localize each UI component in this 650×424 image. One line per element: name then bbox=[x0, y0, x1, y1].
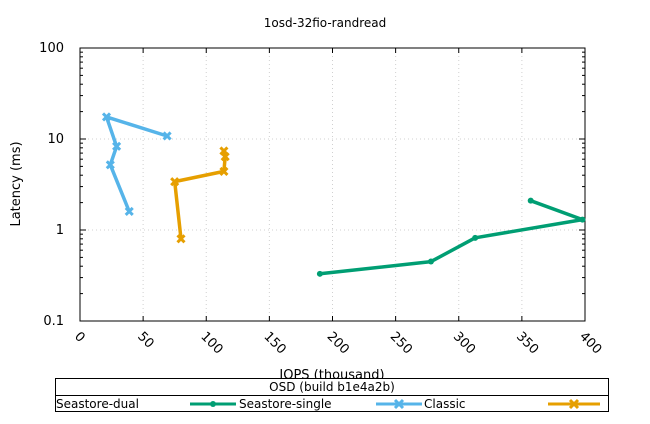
legend-swatch-seastore-single bbox=[190, 401, 236, 407]
data-point bbox=[112, 141, 122, 151]
x-tick-label: 50 bbox=[134, 329, 156, 351]
x-tick-label: 300 bbox=[450, 329, 478, 357]
x-tick-label: 150 bbox=[261, 329, 289, 357]
data-point bbox=[579, 216, 586, 223]
legend-label-seastore-dual: Seastore-dual bbox=[56, 397, 139, 411]
x-tick-label: 350 bbox=[513, 329, 541, 357]
x-tick-label: 250 bbox=[387, 329, 415, 357]
y-tick-label: 10 bbox=[47, 132, 64, 147]
chart-title: 1osd-32fio-randread bbox=[264, 16, 386, 30]
x-tick-label: 400 bbox=[576, 329, 604, 357]
legend-label-classic: Classic bbox=[424, 397, 466, 411]
legend-label-seastore-single: Seastore-single bbox=[239, 397, 332, 411]
data-point bbox=[527, 197, 534, 204]
series-line bbox=[104, 115, 168, 213]
legend-divider bbox=[56, 395, 608, 396]
y-axis-label: Latency (ms) bbox=[9, 141, 24, 226]
data-point bbox=[220, 152, 230, 162]
x-tick-label: 100 bbox=[197, 329, 225, 357]
legend: OSD (build b1e4a2b) Seastore-dual Seasto… bbox=[55, 378, 609, 412]
data-point bbox=[124, 206, 134, 216]
x-tick-label: 200 bbox=[324, 329, 352, 357]
legend-title: OSD (build b1e4a2b) bbox=[269, 380, 395, 394]
data-point bbox=[170, 177, 180, 187]
data-point bbox=[316, 270, 323, 277]
series-classic bbox=[101, 112, 172, 216]
data-point bbox=[472, 234, 479, 241]
legend-entries: Seastore-dual Seastore-single Classic bbox=[56, 397, 608, 411]
series-line bbox=[172, 150, 227, 239]
series-unnamed-2 bbox=[170, 146, 230, 244]
data-point bbox=[105, 160, 115, 170]
series-group bbox=[101, 112, 586, 277]
legend-swatch-classic bbox=[376, 398, 422, 410]
y-tick-label: 0.1 bbox=[43, 314, 64, 329]
data-point bbox=[176, 234, 186, 244]
data-point bbox=[427, 258, 434, 265]
x-tick-label: 0 bbox=[71, 329, 87, 345]
series-seastore-single bbox=[316, 197, 586, 277]
y-tick-label: 100 bbox=[39, 41, 64, 56]
data-point bbox=[219, 166, 229, 177]
grid bbox=[80, 48, 585, 321]
data-point bbox=[162, 131, 172, 141]
y-tick-label: 1 bbox=[56, 223, 64, 238]
data-point bbox=[101, 112, 112, 122]
legend-swatch-third-series bbox=[548, 398, 600, 410]
data-point bbox=[219, 146, 229, 156]
series-line bbox=[319, 199, 585, 276]
